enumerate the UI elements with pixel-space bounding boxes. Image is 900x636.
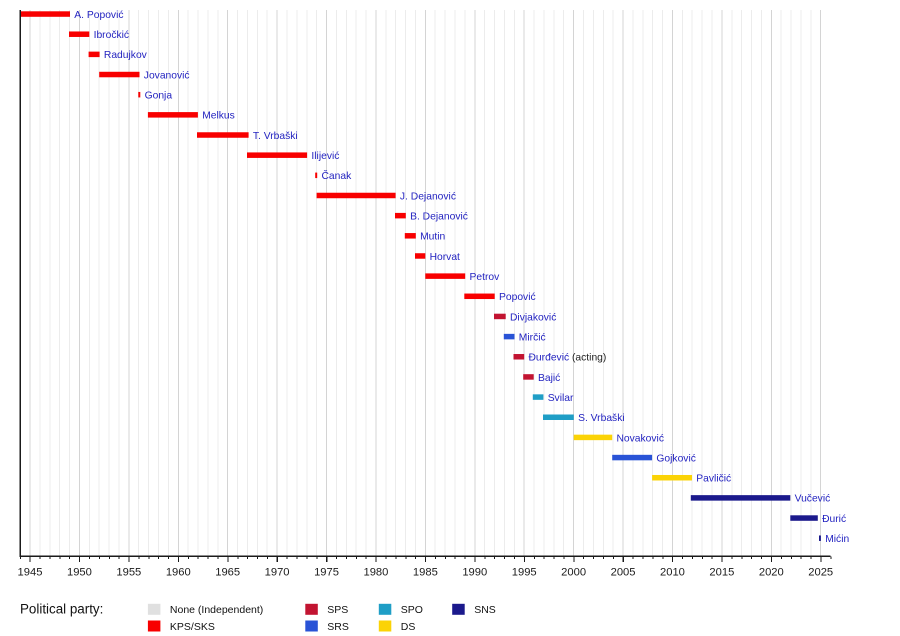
svg-text:None (Independent): None (Independent)	[170, 604, 263, 616]
svg-text:2005: 2005	[611, 567, 636, 579]
svg-text:T. Vrbaški: T. Vrbaški	[253, 131, 298, 142]
svg-text:Vučević: Vučević	[795, 494, 831, 505]
svg-text:2010: 2010	[660, 567, 685, 579]
svg-text:Gonja: Gonja	[145, 91, 173, 102]
svg-text:Pavličić: Pavličić	[696, 474, 731, 485]
svg-text:KPS/SKS: KPS/SKS	[170, 621, 215, 633]
svg-text:B. Dejanović: B. Dejanović	[410, 212, 468, 223]
svg-text:1945: 1945	[18, 567, 43, 579]
svg-text:1955: 1955	[116, 567, 141, 579]
svg-text:A. Popović: A. Popović	[74, 10, 123, 21]
svg-text:Đurđević (acting): Đurđević (acting)	[529, 353, 607, 364]
svg-text:1970: 1970	[265, 567, 290, 579]
svg-text:Novaković: Novaković	[617, 433, 665, 444]
svg-text:SNS: SNS	[474, 604, 496, 616]
svg-text:Čanak: Čanak	[322, 169, 353, 182]
svg-text:Ibročkić: Ibročkić	[94, 30, 129, 41]
svg-text:SRS: SRS	[327, 621, 349, 633]
svg-text:Mićin: Mićin	[825, 534, 849, 545]
svg-text:Political party:: Political party:	[20, 602, 103, 617]
svg-text:J. Dejanović: J. Dejanović	[400, 191, 456, 202]
svg-text:Divjaković: Divjaković	[510, 312, 556, 323]
svg-text:1985: 1985	[413, 567, 438, 579]
svg-text:2015: 2015	[709, 567, 734, 579]
svg-text:1960: 1960	[166, 567, 191, 579]
svg-text:Gojković: Gojković	[656, 453, 695, 464]
svg-text:DS: DS	[401, 621, 416, 633]
svg-text:1965: 1965	[215, 567, 240, 579]
svg-text:1995: 1995	[512, 567, 537, 579]
svg-text:Svilar: Svilar	[548, 393, 574, 404]
svg-text:1975: 1975	[314, 567, 339, 579]
svg-text:Radujkov: Radujkov	[104, 50, 148, 61]
svg-text:2025: 2025	[808, 567, 833, 579]
svg-text:S. Vrbaški: S. Vrbaški	[578, 413, 625, 424]
svg-text:1990: 1990	[462, 567, 487, 579]
svg-text:SPS: SPS	[327, 604, 348, 616]
svg-text:Melkus: Melkus	[202, 111, 235, 122]
svg-text:Ilijević: Ilijević	[311, 151, 339, 162]
svg-text:SPO: SPO	[401, 604, 423, 616]
svg-text:1980: 1980	[363, 567, 388, 579]
svg-text:Jovanović: Jovanović	[144, 70, 190, 81]
svg-text:2020: 2020	[759, 567, 784, 579]
svg-text:2000: 2000	[561, 567, 586, 579]
svg-text:Mutin: Mutin	[420, 232, 445, 243]
svg-text:Mirčić: Mirčić	[519, 332, 546, 343]
svg-text:Bajić: Bajić	[538, 373, 560, 384]
svg-text:Petrov: Petrov	[470, 272, 501, 283]
svg-text:Horvat: Horvat	[430, 252, 460, 263]
svg-text:Popović: Popović	[499, 292, 536, 303]
svg-text:Đurić: Đurić	[822, 514, 846, 525]
svg-text:1950: 1950	[67, 567, 92, 579]
